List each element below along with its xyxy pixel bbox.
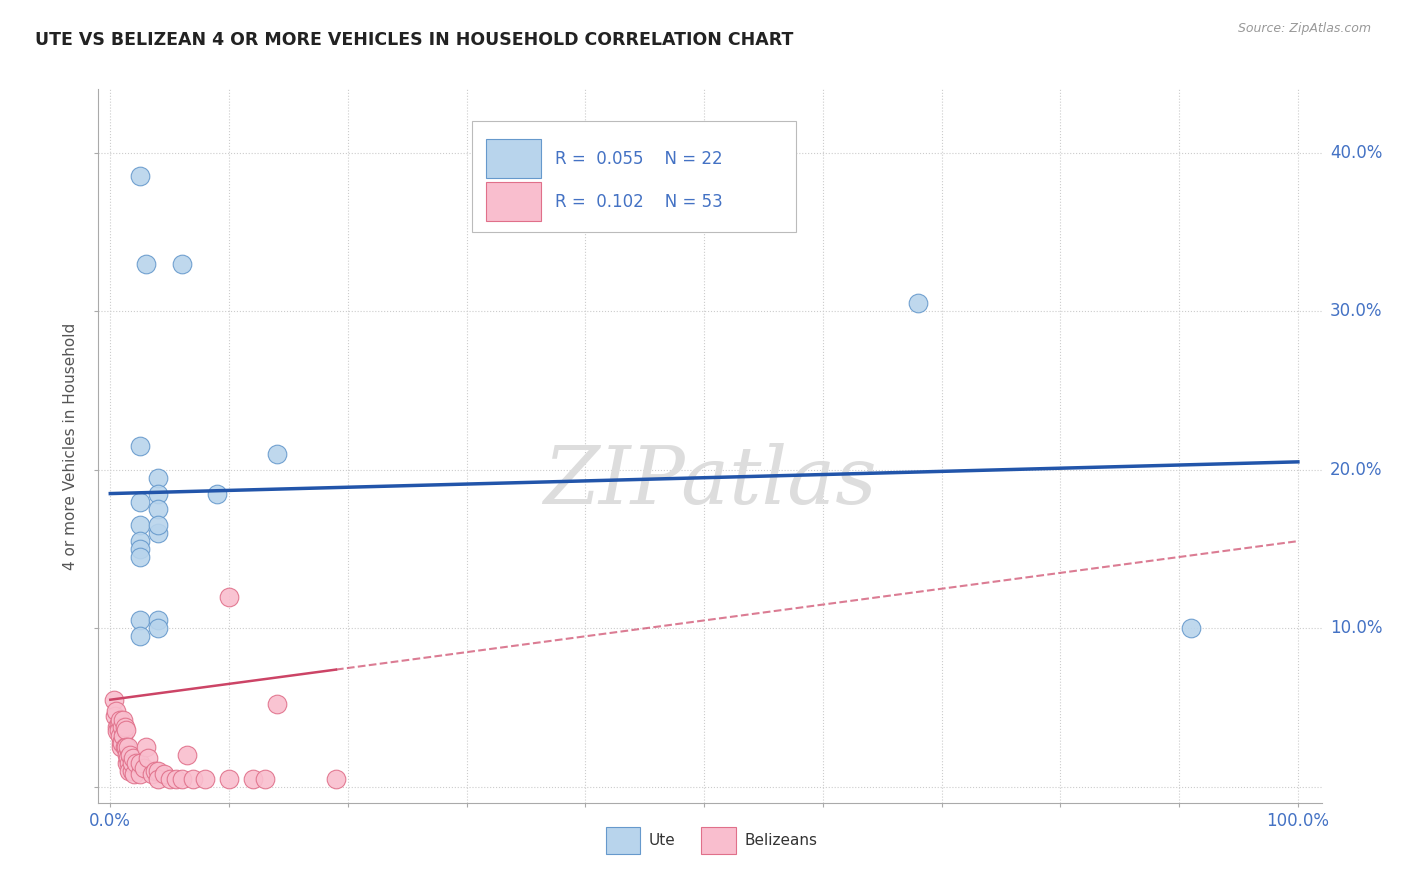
Point (146, 614, 169, 628)
Point (266, 698, 288, 712)
Text: UTE VS BELIZEAN 4 OR MORE VEHICLES IN HOUSEHOLD CORRELATION CHART: UTE VS BELIZEAN 4 OR MORE VEHICLES IN HO… (35, 31, 793, 49)
FancyBboxPatch shape (486, 182, 541, 221)
Point (111, 720, 134, 734)
Point (146, 518, 169, 533)
Text: 30.0%: 30.0% (1330, 302, 1382, 320)
Point (107, 720, 129, 734)
Point (218, 590, 240, 604)
Text: Ute: Ute (648, 833, 676, 848)
Point (114, 740, 136, 755)
Point (112, 729, 135, 743)
Point (146, 471, 169, 485)
Point (135, 257, 157, 271)
Point (129, 542, 152, 557)
Point (132, 761, 155, 775)
Point (146, 486, 169, 500)
Point (129, 756, 152, 771)
Point (108, 714, 131, 728)
Point (129, 518, 152, 533)
Text: R =  0.055    N = 22: R = 0.055 N = 22 (555, 150, 723, 168)
Point (205, 486, 228, 500)
Point (125, 756, 148, 771)
Point (108, 729, 131, 743)
Point (1180, 621, 1202, 635)
Point (129, 549, 152, 564)
Point (120, 748, 142, 763)
Point (110, 740, 132, 755)
Point (159, 772, 181, 786)
Point (145, 764, 167, 778)
Point (129, 169, 152, 184)
Point (325, 772, 347, 786)
Point (135, 740, 157, 755)
Text: Source: ZipAtlas.com: Source: ZipAtlas.com (1237, 22, 1371, 36)
Point (121, 764, 143, 778)
FancyBboxPatch shape (606, 827, 640, 855)
Point (194, 772, 217, 786)
Text: Belizeans: Belizeans (744, 833, 817, 848)
Text: 20.0%: 20.0% (1330, 461, 1382, 479)
Point (105, 704, 128, 718)
FancyBboxPatch shape (702, 827, 735, 855)
Point (115, 748, 138, 763)
Point (114, 740, 136, 755)
Point (118, 756, 141, 771)
Point (907, 296, 929, 310)
Point (152, 767, 174, 781)
Point (129, 629, 152, 643)
Y-axis label: 4 or more Vehicles in Household: 4 or more Vehicles in Household (63, 322, 79, 570)
Point (107, 723, 129, 737)
Point (146, 621, 169, 635)
Point (129, 494, 152, 508)
Point (146, 764, 169, 778)
Point (103, 692, 125, 706)
Point (122, 767, 145, 781)
Point (117, 751, 139, 765)
Point (253, 772, 276, 786)
Point (183, 772, 205, 786)
Point (146, 526, 169, 541)
Point (121, 751, 143, 765)
Point (129, 767, 152, 781)
Point (114, 720, 136, 734)
Point (242, 772, 264, 786)
Point (111, 735, 134, 749)
Point (141, 767, 163, 781)
Point (170, 772, 193, 786)
Point (117, 740, 139, 755)
Point (146, 772, 169, 786)
FancyBboxPatch shape (471, 121, 796, 232)
Point (129, 534, 152, 549)
Point (107, 716, 129, 731)
Point (118, 764, 141, 778)
Point (266, 447, 288, 461)
Point (104, 708, 127, 723)
FancyBboxPatch shape (486, 139, 541, 178)
Point (136, 751, 159, 765)
Text: 40.0%: 40.0% (1330, 144, 1382, 161)
Point (112, 714, 135, 728)
Point (129, 439, 152, 453)
Point (165, 772, 187, 786)
Point (110, 735, 132, 749)
Text: R =  0.102    N = 53: R = 0.102 N = 53 (555, 193, 723, 211)
Point (176, 748, 198, 763)
Point (218, 772, 240, 786)
Point (107, 724, 129, 739)
Point (121, 756, 143, 771)
Point (170, 257, 193, 271)
Text: 10.0%: 10.0% (1330, 619, 1382, 638)
Text: ZIPatlas: ZIPatlas (543, 443, 877, 520)
Point (146, 502, 169, 516)
Point (114, 723, 136, 737)
Point (115, 756, 138, 771)
Point (129, 614, 152, 628)
